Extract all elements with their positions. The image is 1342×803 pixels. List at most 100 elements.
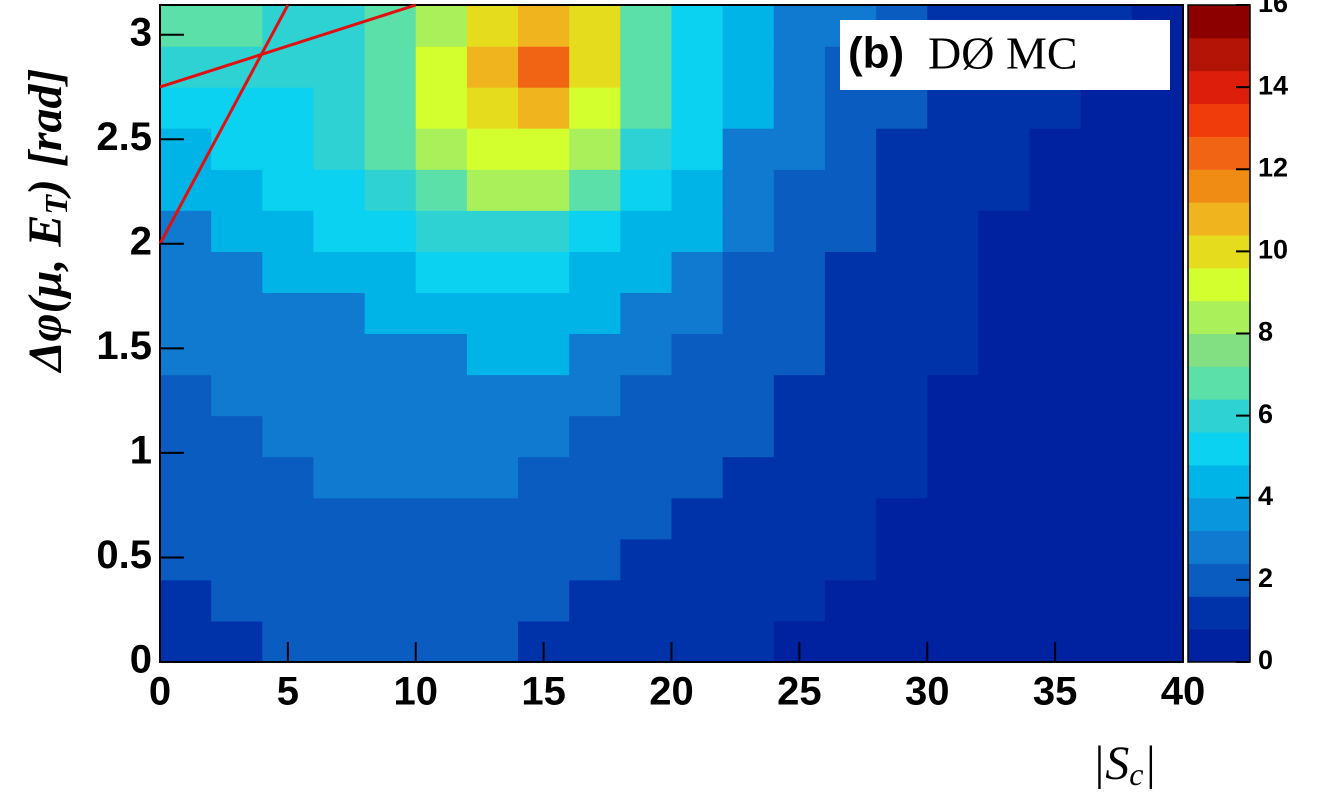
cell xyxy=(262,292,314,334)
cell xyxy=(364,333,417,376)
cells xyxy=(160,5,1184,663)
cell xyxy=(466,374,519,417)
cell xyxy=(722,46,775,88)
cell xyxy=(211,210,263,253)
cell xyxy=(262,374,314,417)
cell xyxy=(1029,251,1082,294)
cell xyxy=(1080,456,1133,499)
cell xyxy=(466,46,519,88)
colorbar-swatch xyxy=(1188,37,1250,72)
cell xyxy=(160,415,212,458)
cell xyxy=(364,46,417,88)
cell xyxy=(773,374,826,417)
x-tick-label: 35 xyxy=(1033,670,1078,714)
cell xyxy=(722,374,775,417)
cell xyxy=(415,621,468,663)
cell xyxy=(313,333,366,376)
x-tick-label: 20 xyxy=(649,670,694,714)
cell xyxy=(1080,128,1133,170)
x-tick-label: 40 xyxy=(1161,670,1206,714)
cell xyxy=(1080,292,1133,334)
cell xyxy=(620,169,672,211)
cell xyxy=(415,374,468,417)
cell xyxy=(364,251,417,294)
cell xyxy=(876,87,928,129)
cell xyxy=(160,46,212,88)
cell xyxy=(978,538,1031,581)
x-tick-label: 5 xyxy=(277,670,299,714)
cell xyxy=(620,5,672,47)
annotation-text: DØ MC xyxy=(928,28,1078,79)
cell xyxy=(466,251,519,294)
cell xyxy=(466,621,519,663)
cell xyxy=(415,579,468,622)
cell xyxy=(1029,497,1082,540)
y-axis-label: Δφ(μ, ET) [rad] xyxy=(19,68,74,373)
cell xyxy=(313,579,366,622)
cell xyxy=(1080,87,1133,129)
cell xyxy=(620,292,672,334)
cell xyxy=(927,292,979,334)
cell xyxy=(927,251,979,294)
cell xyxy=(313,169,366,211)
cell xyxy=(671,497,724,540)
cell xyxy=(518,538,570,581)
y-tick-label: 0 xyxy=(130,638,152,682)
cell xyxy=(671,87,724,129)
cell xyxy=(978,128,1031,170)
cell xyxy=(415,87,468,129)
cell xyxy=(620,210,672,253)
cell xyxy=(876,210,928,253)
cell xyxy=(824,456,877,499)
cell xyxy=(927,497,979,540)
cell xyxy=(415,128,468,170)
cell xyxy=(671,415,724,458)
cell xyxy=(466,415,519,458)
z-tick-label: 16 xyxy=(1258,0,1288,18)
cell xyxy=(569,5,621,47)
cell xyxy=(364,579,417,622)
cell xyxy=(1131,497,1184,540)
cell xyxy=(364,87,417,129)
cell xyxy=(313,497,366,540)
cell xyxy=(1080,374,1133,417)
cell xyxy=(160,456,212,499)
cell xyxy=(1080,210,1133,253)
cell xyxy=(978,292,1031,334)
cell xyxy=(569,292,621,334)
cell xyxy=(978,456,1031,499)
cell xyxy=(569,538,621,581)
z-tick-label: 8 xyxy=(1258,317,1273,347)
cell xyxy=(313,251,366,294)
cell xyxy=(313,46,366,88)
y-tick-label: 3 xyxy=(130,10,152,54)
cell xyxy=(876,415,928,458)
colorbar-swatch xyxy=(1188,103,1250,137)
cell xyxy=(773,46,826,88)
cell xyxy=(364,210,417,253)
cell xyxy=(1080,333,1133,376)
cell xyxy=(466,128,519,170)
cell xyxy=(415,497,468,540)
cell xyxy=(313,456,366,499)
cell xyxy=(1029,415,1082,458)
cell xyxy=(211,621,263,663)
x-label-sub: c xyxy=(1129,756,1143,792)
cell xyxy=(722,251,775,294)
cell xyxy=(569,374,621,417)
cell xyxy=(722,621,775,663)
cell xyxy=(773,87,826,129)
cell xyxy=(773,497,826,540)
cell xyxy=(773,579,826,622)
cell xyxy=(824,251,877,294)
colorbar-swatch xyxy=(1188,530,1250,564)
cell xyxy=(569,169,621,211)
cell xyxy=(160,497,212,540)
cell xyxy=(160,87,212,129)
cell xyxy=(1029,169,1082,211)
cell xyxy=(1131,210,1184,253)
z-tick-label: 4 xyxy=(1258,481,1273,511)
cell xyxy=(518,46,570,88)
cell xyxy=(1131,333,1184,376)
